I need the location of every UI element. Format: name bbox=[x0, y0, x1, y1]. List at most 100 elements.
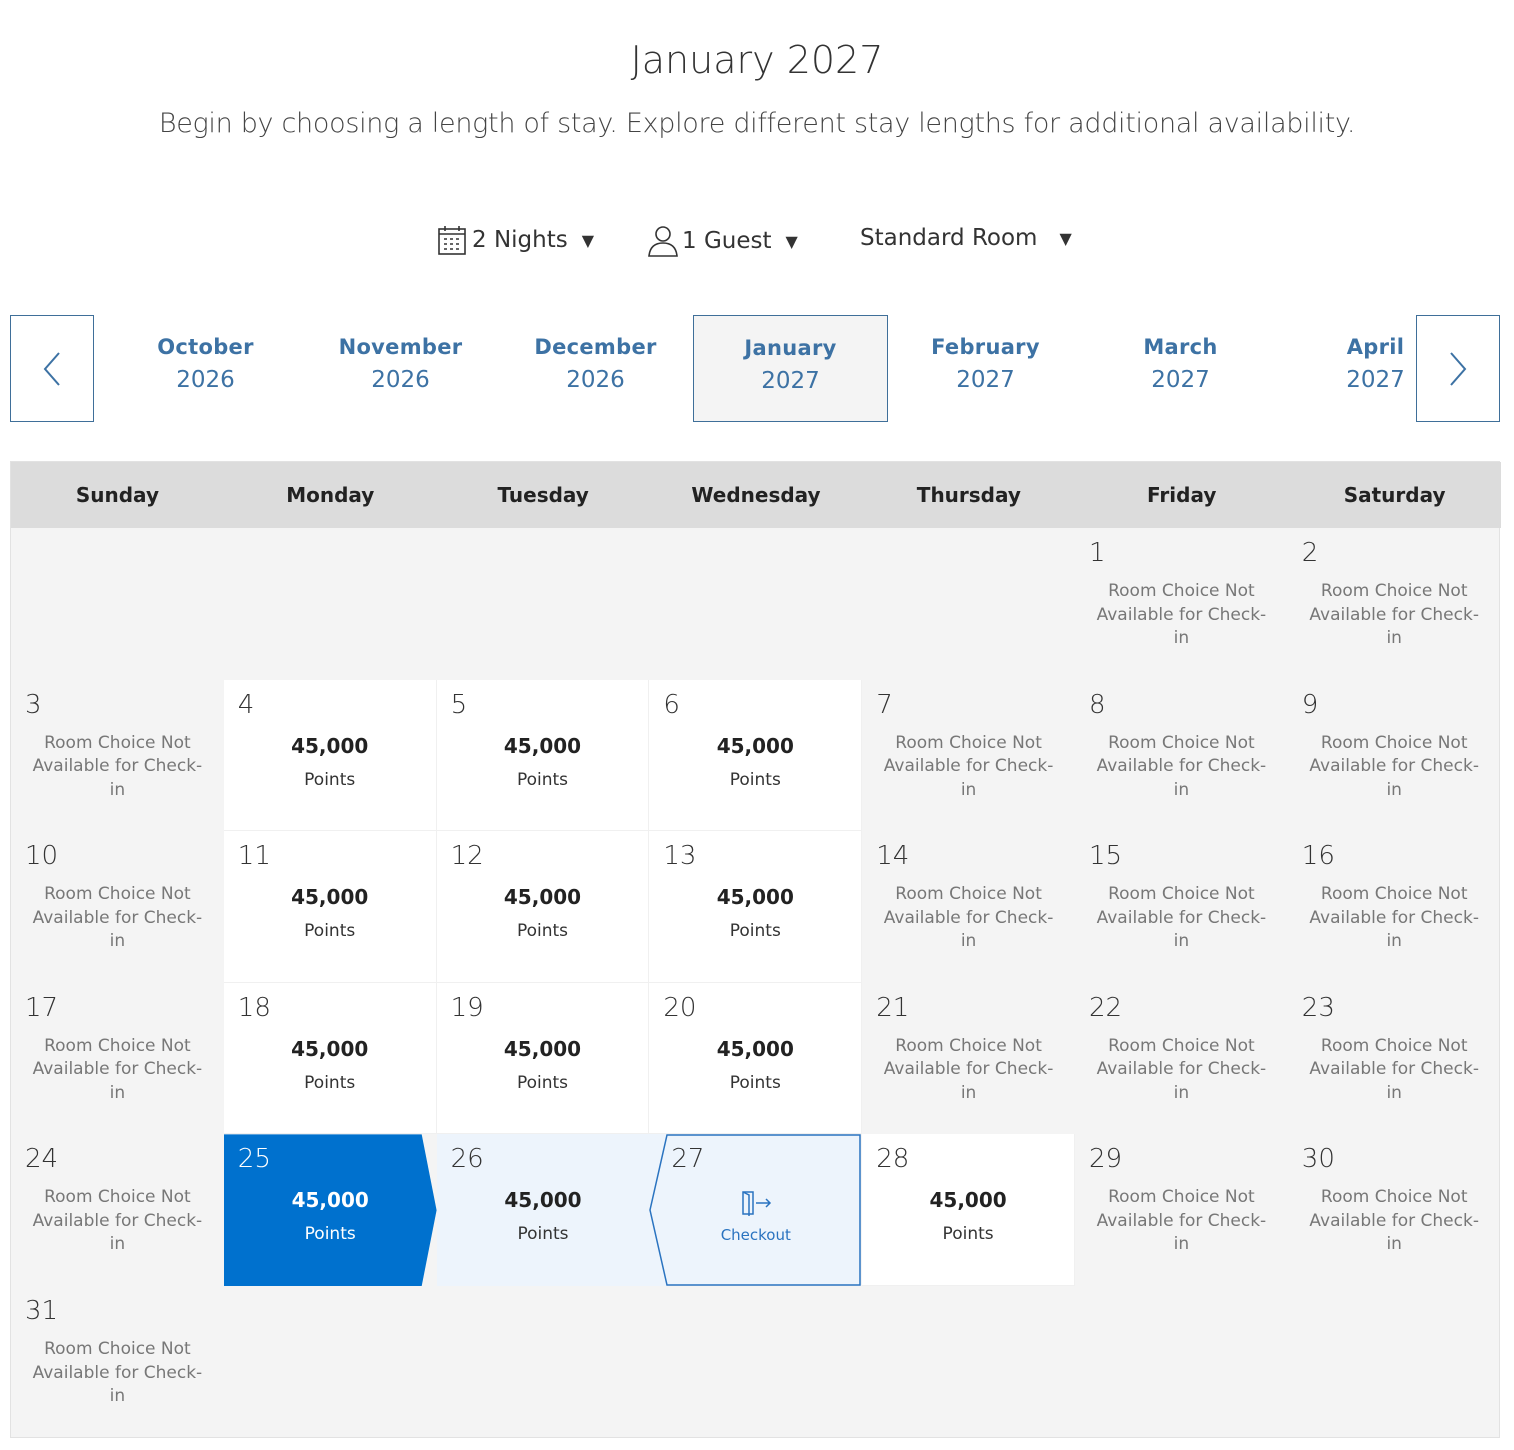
calendar-day-4[interactable]: 4 45,000 Points bbox=[223, 679, 437, 832]
month-tab-march[interactable]: March 2027 bbox=[1083, 315, 1278, 422]
day-number: 23 bbox=[1301, 992, 1335, 1023]
unavailable-note: Room Choice Not Available for Check-in bbox=[32, 884, 203, 952]
next-month-button[interactable] bbox=[1416, 315, 1500, 422]
unavailable-note: Room Choice Not Available for Check-in bbox=[32, 1339, 203, 1406]
calendar-day-29: 29 Room Choice Not Available for Check-in bbox=[1075, 1134, 1288, 1286]
month-name: March bbox=[1143, 335, 1218, 359]
guests-dropdown[interactable]: 1 Guest ▼ bbox=[648, 225, 798, 257]
month-year: 2027 bbox=[761, 368, 820, 394]
day-number: 11 bbox=[237, 841, 271, 872]
calendar-day-24: 24 Room Choice Not Available for Check-in bbox=[11, 1134, 224, 1286]
nights-dropdown[interactable]: 2 Nights ▼ bbox=[438, 225, 594, 255]
month-name: April bbox=[1346, 335, 1405, 359]
calendar-day-16: 16 Room Choice Not Available for Check-in bbox=[1288, 831, 1501, 983]
calendar-day-19[interactable]: 19 45,000 Points bbox=[436, 982, 650, 1135]
unavailable-note: Room Choice Not Available for Check-in bbox=[1096, 581, 1267, 648]
calendar-day-17: 17 Room Choice Not Available for Check-in bbox=[11, 983, 224, 1135]
calendar-day-2: 2 Room Choice Not Available for Check-in bbox=[1288, 528, 1501, 680]
weekday-thursday: Thursday bbox=[916, 483, 1021, 507]
calendar-day-23: 23 Room Choice Not Available for Check-in bbox=[1288, 983, 1501, 1135]
points-label: Points bbox=[516, 921, 569, 942]
unavailable-note: Room Choice Not Available for Check-in bbox=[1096, 1187, 1267, 1255]
day-number: 22 bbox=[1089, 992, 1123, 1023]
points-label: Points bbox=[304, 769, 356, 790]
calendar-day-11[interactable]: 11 45,000 Points bbox=[223, 831, 437, 983]
calendar-day-28[interactable]: 28 45,000 Points bbox=[862, 1134, 1075, 1286]
month-tab-february[interactable]: February 2027 bbox=[888, 315, 1083, 422]
month-tab-october[interactable]: October 2026 bbox=[108, 315, 303, 422]
calendar-day-7: 7 Room Choice Not Available for Check-in bbox=[862, 680, 1075, 832]
calendar-day-13[interactable]: 13 45,000 Points bbox=[649, 831, 863, 983]
unavailable-note: Room Choice Not Available for Check-in bbox=[1309, 1187, 1479, 1255]
day-number: 29 bbox=[1089, 1144, 1123, 1175]
calendar-day-21: 21 Room Choice Not Available for Check-in bbox=[862, 983, 1075, 1135]
day-number: 17 bbox=[25, 992, 59, 1023]
day-number: 27 bbox=[671, 1144, 705, 1175]
calendar-day-20[interactable]: 20 45,000 Points bbox=[649, 982, 863, 1135]
month-name: February bbox=[931, 335, 1040, 359]
room-type-dropdown[interactable]: Standard Room ▼ bbox=[860, 225, 1072, 251]
day-number: 19 bbox=[450, 992, 484, 1023]
weekday-saturday: Saturday bbox=[1343, 483, 1446, 507]
month-year: 2027 bbox=[1346, 367, 1405, 393]
month-tab-november[interactable]: November 2026 bbox=[303, 315, 498, 422]
calendar-day-27[interactable]: 27 Checkout bbox=[649, 1134, 862, 1287]
calendar-day-26[interactable]: 26 45,000 Points bbox=[436, 1134, 667, 1286]
calendar-day-15: 15 Room Choice Not Available for Check-in bbox=[1075, 831, 1288, 983]
unavailable-note: Room Choice Not Available for Check-in bbox=[1309, 1035, 1479, 1103]
month-navigator: October 2026 November 2026 December 2026 Janua… bbox=[10, 315, 1500, 422]
month-tab-april[interactable]: April 2027 bbox=[1278, 315, 1473, 422]
unavailable-note: Room Choice Not Available for Check-in bbox=[1309, 732, 1479, 800]
previous-month-button[interactable] bbox=[10, 315, 94, 422]
points-price: 45,000 bbox=[716, 885, 794, 910]
stay-filters: 2 Nights ▼ 1 Guest ▼ Standard Room ▼ bbox=[0, 225, 1514, 265]
weekday-friday: Friday bbox=[1147, 483, 1217, 507]
caret-down-icon: ▼ bbox=[785, 231, 798, 251]
unavailable-note: Room Choice Not Available for Check-in bbox=[883, 732, 1054, 800]
day-number: 21 bbox=[876, 992, 910, 1023]
points-price: 45,000 bbox=[291, 1036, 369, 1061]
points-price: 45,000 bbox=[503, 885, 582, 910]
weekday-monday: Monday bbox=[286, 483, 375, 507]
month-tab-january[interactable]: January 2027 bbox=[693, 315, 888, 422]
points-price: 45,000 bbox=[503, 1036, 582, 1061]
day-number: 15 bbox=[1089, 841, 1123, 872]
points-label: Points bbox=[304, 1224, 356, 1245]
points-label: Points bbox=[304, 921, 356, 942]
page-title: January 2027 bbox=[630, 38, 884, 82]
chevron-right-icon bbox=[1450, 351, 1467, 386]
calendar-day-3: 3 Room Choice Not Available for Check-in bbox=[11, 680, 224, 832]
unavailable-note: Room Choice Not Available for Check-in bbox=[1309, 581, 1479, 648]
calendar-day-6[interactable]: 6 45,000 Points bbox=[649, 679, 863, 832]
points-price: 45,000 bbox=[504, 1188, 582, 1213]
month-year: 2026 bbox=[371, 367, 430, 393]
day-number: 31 bbox=[25, 1296, 59, 1326]
calendar-day-30: 30 Room Choice Not Available for Check-in bbox=[1288, 1134, 1501, 1286]
month-name: December bbox=[534, 335, 657, 359]
day-number: 30 bbox=[1301, 1144, 1335, 1175]
points-label: Points bbox=[517, 1224, 569, 1245]
points-label: Points bbox=[304, 1072, 356, 1093]
caret-down-icon: ▼ bbox=[1059, 228, 1072, 248]
caret-down-icon: ▼ bbox=[581, 230, 595, 250]
points-price: 45,000 bbox=[716, 1036, 794, 1061]
day-number: 20 bbox=[663, 992, 697, 1023]
points-price: 45,000 bbox=[291, 885, 369, 910]
calendar-day-31: 31 Room Choice Not Available for Check-in bbox=[11, 1286, 224, 1438]
day-number: 10 bbox=[25, 841, 59, 872]
calendar-day-18[interactable]: 18 45,000 Points bbox=[223, 982, 437, 1135]
unavailable-note: Room Choice Not Available for Check-in bbox=[1096, 732, 1267, 800]
calendar-day-5[interactable]: 5 45,000 Points bbox=[436, 679, 650, 832]
month-tab-december[interactable]: December 2026 bbox=[498, 315, 693, 422]
day-number: 13 bbox=[663, 841, 697, 872]
day-number: 9 bbox=[1301, 689, 1319, 720]
weekday-wednesday: Wednesday bbox=[691, 483, 821, 507]
calendar-day-25[interactable]: 25 45,000 Points bbox=[223, 1134, 437, 1286]
calendar-grid: Sunday Monday Tuesday Wednesday Thursday Frid… bbox=[10, 461, 1501, 1438]
calendar-day-9: 9 Room Choice Not Available for Check-in bbox=[1288, 680, 1501, 832]
day-number: 25 bbox=[237, 1144, 271, 1175]
calendar-day-12[interactable]: 12 45,000 Points bbox=[436, 831, 650, 983]
day-number: 24 bbox=[25, 1144, 59, 1175]
calendar-day-14: 14 Room Choice Not Available for Check-in bbox=[862, 831, 1075, 983]
person-icon bbox=[648, 226, 678, 257]
